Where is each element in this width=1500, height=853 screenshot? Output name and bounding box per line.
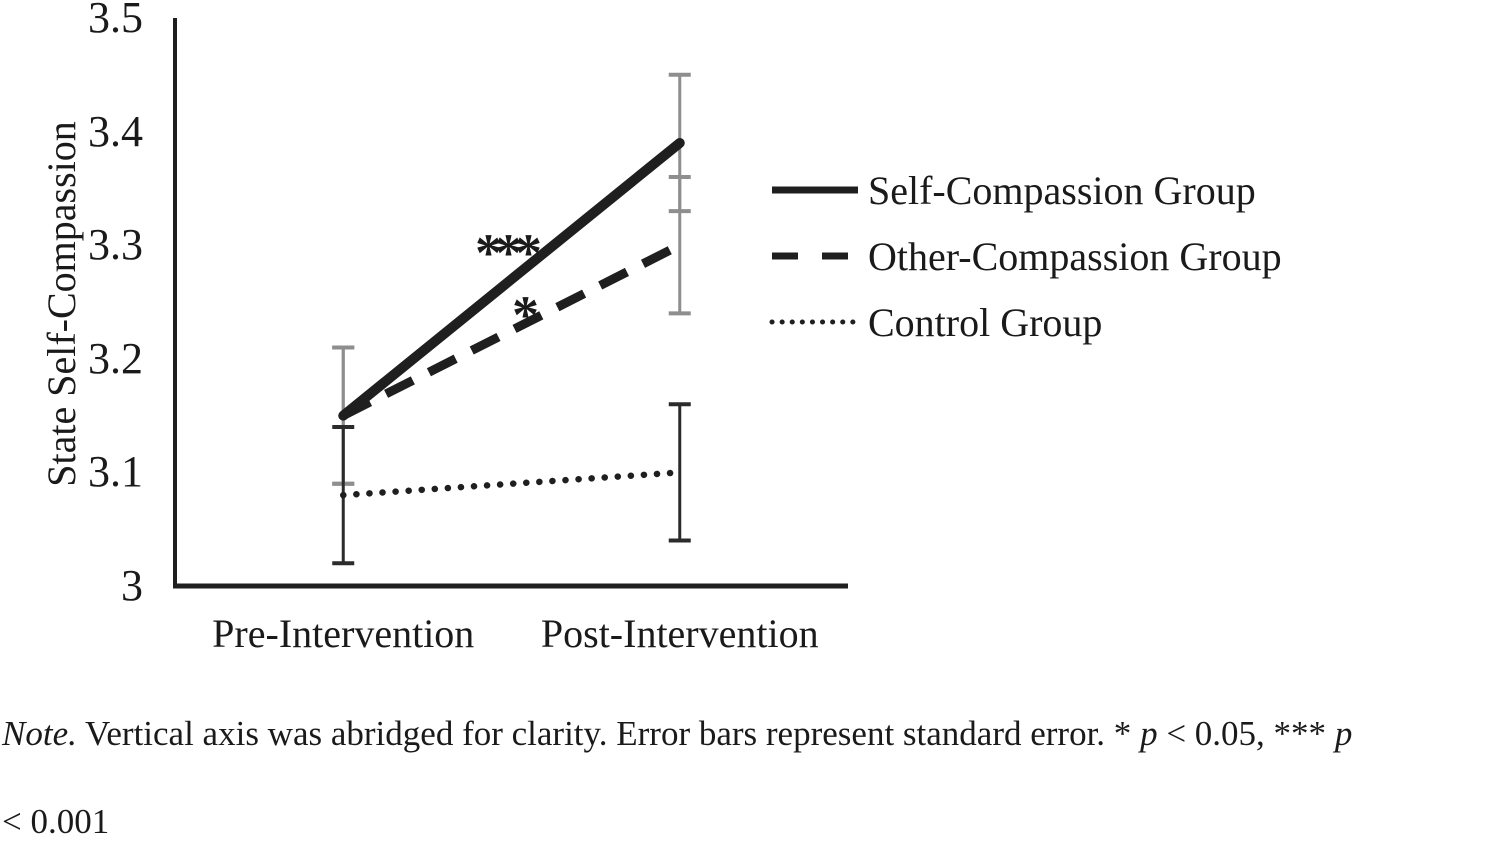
y-tick-label: 3.2: [88, 333, 143, 383]
legend-item: Self-Compassion Group: [760, 165, 1282, 215]
y-tick-label: 3.5: [88, 0, 143, 42]
series-line-solid: [338, 137, 685, 421]
x-category-label: Post-Intervention: [540, 611, 819, 656]
significance-marker: *: [512, 285, 539, 345]
significance-marker: ***: [475, 223, 542, 283]
legend-line-swatch-solid: [772, 186, 858, 194]
chart-legend: Self-Compassion Group Other-Compassion Gr…: [760, 165, 1282, 363]
legend-label: Control Group: [868, 299, 1103, 345]
legend-label: Self-Compassion Group: [868, 167, 1256, 213]
legend-line-swatch-dashed: [772, 252, 858, 260]
legend-label: Other-Compassion Group: [868, 233, 1282, 279]
note-line-2: < 0.001: [2, 802, 110, 841]
note-line-1: Note. Vertical axis was abridged for cla…: [2, 714, 1352, 754]
series-line-dashed: [341, 241, 682, 420]
y-tick-label: 3.1: [88, 447, 143, 497]
note-italic-segment: p: [1334, 714, 1353, 753]
series-line-dotted: [340, 469, 683, 499]
note-text-segment: < 0.05, ***: [1157, 714, 1335, 753]
note-italic-segment: Note.: [2, 714, 77, 753]
note-italic-segment: p: [1140, 714, 1158, 753]
note-text-segment: Vertical axis was abridged for clarity. …: [76, 714, 1141, 753]
legend-line-swatch-dotted: [769, 319, 860, 325]
legend-item: Other-Compassion Group: [760, 231, 1282, 281]
y-tick-label: 3: [121, 561, 143, 610]
y-tick-label: 3.3: [88, 220, 143, 270]
y-tick-label: 3.4: [88, 106, 143, 156]
legend-item: Control Group: [760, 297, 1282, 347]
x-category-label: Pre-Intervention: [212, 611, 475, 656]
